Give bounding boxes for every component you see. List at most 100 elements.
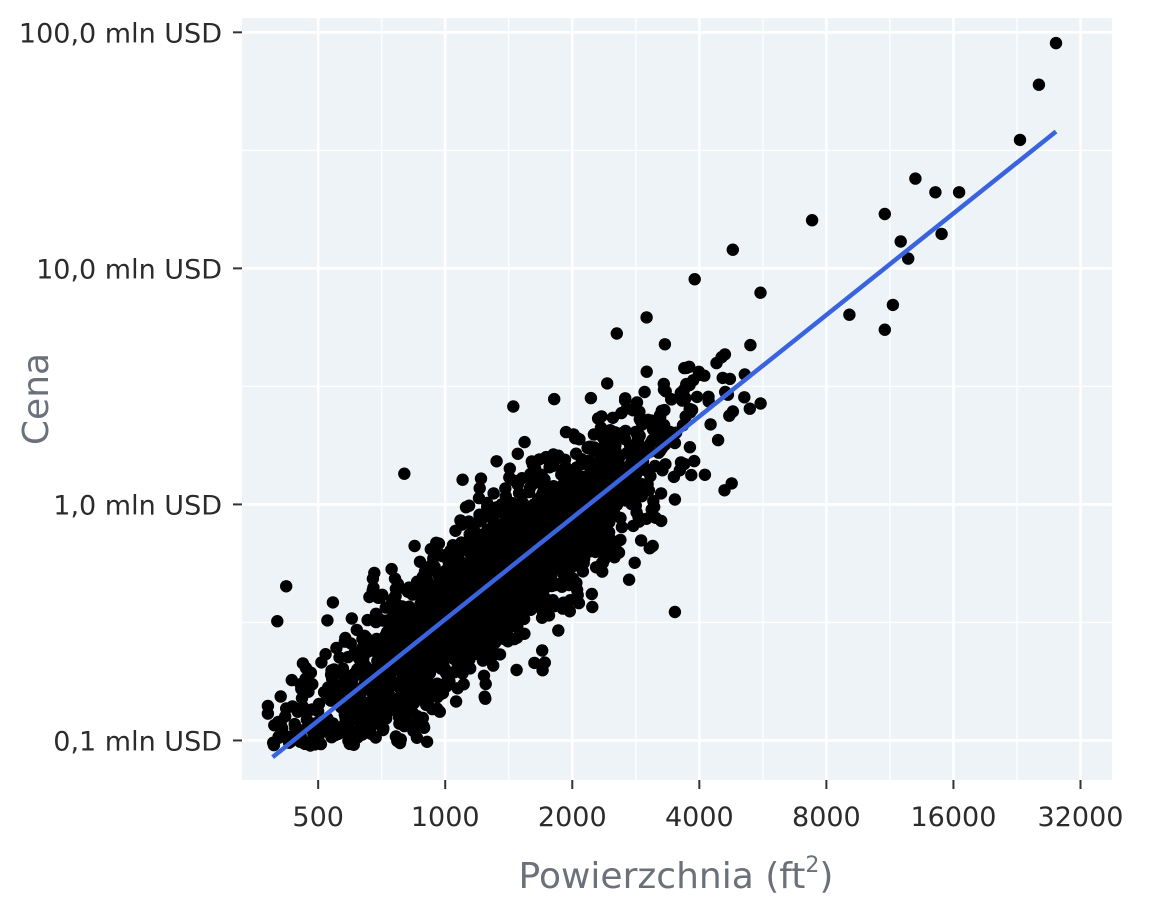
data-point <box>454 514 467 527</box>
data-point <box>439 549 452 562</box>
data-point <box>474 472 488 485</box>
data-point <box>478 690 491 703</box>
data-point <box>711 433 725 447</box>
data-point <box>573 538 586 552</box>
data-point <box>422 647 436 661</box>
data-point <box>338 635 351 648</box>
data-point <box>556 478 570 491</box>
data-point <box>583 530 596 544</box>
data-point <box>688 273 701 286</box>
data-point <box>608 426 622 439</box>
data-point <box>536 562 550 575</box>
data-point <box>644 469 657 483</box>
data-point <box>452 548 465 561</box>
data-point <box>547 501 561 514</box>
data-point <box>522 485 536 499</box>
data-point <box>685 468 698 482</box>
data-point <box>382 627 395 641</box>
data-point <box>280 580 293 593</box>
data-point <box>280 702 293 715</box>
data-point <box>678 457 691 471</box>
data-point <box>322 681 335 694</box>
data-point <box>668 605 682 619</box>
data-point <box>436 657 450 670</box>
data-point <box>389 589 402 603</box>
data-point <box>503 462 516 475</box>
data-point <box>345 612 358 625</box>
data-point <box>487 659 500 672</box>
data-point <box>377 722 390 735</box>
data-point <box>559 460 572 474</box>
data-point <box>455 564 468 577</box>
data-point <box>690 390 704 404</box>
data-point <box>511 575 524 588</box>
data-point <box>267 736 280 749</box>
data-point <box>723 372 737 386</box>
data-point <box>351 727 364 740</box>
data-point <box>725 477 738 490</box>
data-point <box>408 654 421 668</box>
x-tick-label: 4000 <box>665 802 734 833</box>
data-point <box>487 544 500 557</box>
data-point <box>688 454 701 468</box>
y-tick-label: 1,0 mln USD <box>53 490 222 521</box>
data-point <box>456 473 469 486</box>
data-point <box>1049 36 1063 50</box>
data-point <box>698 468 712 481</box>
data-point <box>402 581 416 594</box>
data-point <box>562 496 575 509</box>
data-point <box>510 663 523 677</box>
data-point <box>416 686 429 699</box>
data-point <box>371 654 384 668</box>
data-point <box>615 520 629 534</box>
data-point <box>488 560 502 573</box>
data-point <box>935 227 948 241</box>
data-point <box>668 493 682 506</box>
data-point <box>326 596 340 609</box>
data-point <box>598 529 611 542</box>
data-point <box>622 573 636 586</box>
data-point <box>614 533 627 547</box>
data-point <box>569 477 582 491</box>
data-point <box>488 636 502 649</box>
data-point <box>387 665 400 678</box>
data-point <box>667 470 681 484</box>
regression-line <box>271 129 1058 759</box>
data-point <box>274 690 287 703</box>
data-point <box>647 494 660 508</box>
data-point <box>439 564 452 577</box>
data-point <box>467 602 480 616</box>
data-point <box>441 676 454 689</box>
data-point <box>576 565 590 578</box>
data-point <box>593 444 606 457</box>
data-point <box>573 554 586 568</box>
data-point <box>464 662 477 675</box>
data-point <box>400 708 413 721</box>
data-point <box>618 432 632 446</box>
data-point <box>359 645 372 658</box>
x-tick-label: 500 <box>292 802 344 833</box>
data-point <box>369 731 382 744</box>
data-point <box>511 447 524 460</box>
data-point <box>312 697 326 711</box>
data-point <box>929 186 942 199</box>
data-point <box>476 639 489 652</box>
data-point <box>392 599 405 612</box>
data-point <box>525 576 538 589</box>
data-point <box>490 455 503 468</box>
data-point <box>433 705 446 718</box>
data-point <box>536 664 549 677</box>
data-point <box>649 511 662 524</box>
data-point <box>640 365 653 378</box>
data-point <box>1032 78 1046 91</box>
data-point <box>428 605 441 619</box>
data-point <box>464 632 478 645</box>
data-point <box>296 700 309 713</box>
data-point <box>528 656 541 670</box>
data-point <box>646 539 659 553</box>
data-point <box>367 581 380 594</box>
y-tick-label: 0,1 mln USD <box>53 726 222 757</box>
data-point <box>493 648 507 661</box>
data-point <box>385 562 398 576</box>
data-point <box>571 588 584 602</box>
